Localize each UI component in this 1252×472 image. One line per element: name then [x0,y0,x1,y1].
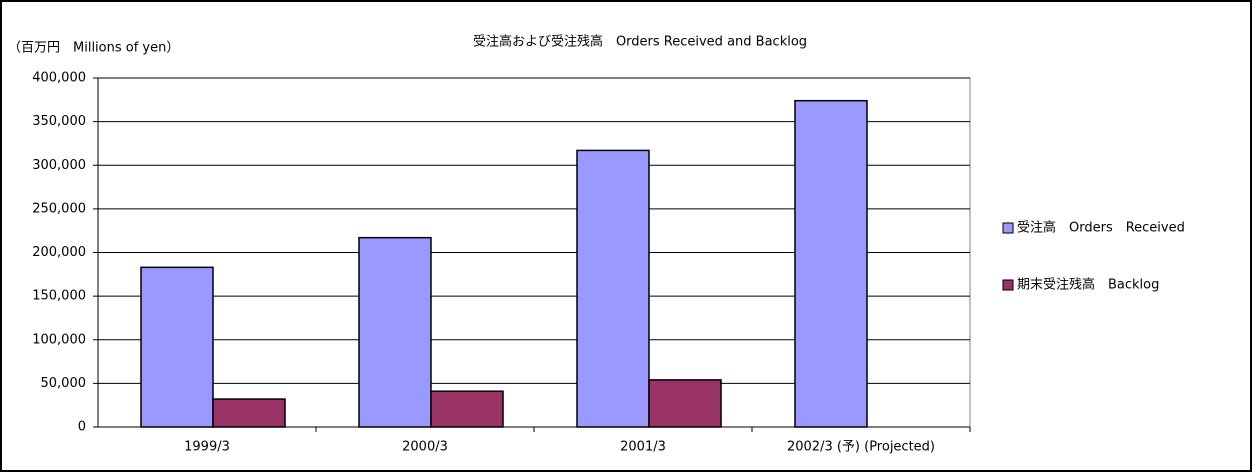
y-tick-label: 400,000 [32,71,86,86]
legend-swatch [1002,222,1014,234]
y-tick-label: 50,000 [41,376,87,391]
x-tick-label: 2002/3 (予) (Projected) [787,440,935,455]
y-axis-label: （百万円 Millions of yen） [8,41,179,56]
legend-label: 期末受注残高 Backlog [1017,277,1159,293]
bar [576,149,650,428]
chart-title: 受注高および受注残高 Orders Received and Backlog [473,34,807,50]
x-tick-label: 2000/3 [402,440,448,455]
y-tick-label: 250,000 [32,201,86,216]
bar [648,379,722,428]
bar [430,390,504,428]
bar [794,99,868,428]
x-tick-label: 2001/3 [620,440,666,455]
y-tick-label: 350,000 [32,114,86,129]
y-tick-label: 0 [78,420,86,435]
bar [140,266,214,428]
y-tick-label: 150,000 [32,289,86,304]
bar [212,398,286,428]
bar [358,236,432,428]
y-tick-label: 200,000 [32,245,86,260]
legend-swatch [1002,279,1014,291]
legend-label: 受注高 Orders Received [1017,220,1185,236]
y-tick-label: 300,000 [32,158,86,173]
x-tick-label: 1999/3 [184,440,230,455]
y-tick-label: 100,000 [32,332,86,347]
